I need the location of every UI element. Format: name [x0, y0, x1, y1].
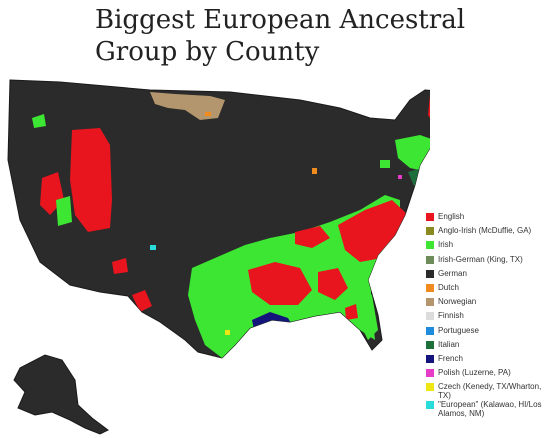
- legend-swatch: [426, 213, 434, 221]
- alaska-shape: [13, 354, 109, 435]
- legend-swatch: [426, 369, 434, 378]
- legend: English Anglo-Irish (McDuffie, GA) Irish Ir…: [424, 212, 545, 418]
- legend-item: Irish: [424, 240, 545, 254]
- legend-label: Portuguese: [438, 325, 479, 335]
- legend-item: German: [424, 269, 545, 283]
- map-title-line-2: Group by County: [95, 37, 320, 67]
- legend-item: "European" (Kalawao, HI/Los Alamos, NM): [424, 400, 545, 418]
- legend-item: Italian: [424, 340, 545, 354]
- english-florida-spot: [345, 304, 358, 320]
- legend-label: Dutch: [438, 282, 459, 292]
- map-title-line-1: Biggest European Ancestral: [95, 5, 466, 35]
- english-arizona-spot: [112, 258, 128, 274]
- legend-label: Irish: [438, 240, 454, 250]
- irish-pa-spot: [380, 160, 390, 168]
- legend-item: French: [424, 354, 545, 368]
- legend-swatch: [426, 326, 434, 335]
- legend-label: German: [438, 268, 467, 278]
- legend-label: "European" (Kalawao, HI/Los Alamos, NM): [438, 400, 542, 419]
- legend-label: English: [438, 212, 465, 221]
- us-county-map: [7, 79, 430, 435]
- irish-florida-region: [358, 290, 378, 340]
- polish-pa-spot: [398, 175, 402, 179]
- legend-item: Dutch: [424, 283, 545, 297]
- legend-label: French: [438, 353, 463, 363]
- legend-swatch: [426, 241, 434, 250]
- legend-item: English: [424, 212, 545, 226]
- legend-swatch: [426, 283, 434, 292]
- english-gulf-region: [318, 268, 348, 300]
- legend-swatch: [426, 312, 434, 321]
- legend-item: Irish-German (King, TX): [424, 255, 545, 269]
- legend-label: Anglo-Irish (McDuffie, GA): [438, 226, 532, 236]
- map-title: Biggest European Ancestral Group by Coun…: [95, 4, 535, 68]
- legend-item: Finnish: [424, 311, 545, 325]
- dutch-iowa-spot: [205, 112, 211, 116]
- legend-swatch: [426, 255, 434, 264]
- legend-swatch: [426, 340, 434, 349]
- czech-texas-spot: [225, 330, 230, 335]
- legend-swatch: [426, 354, 434, 363]
- legend-item: Anglo-Irish (McDuffie, GA): [424, 226, 545, 240]
- legend-swatch: [426, 383, 434, 392]
- legend-label: Czech (Kenedy, TX/Wharton, TX): [438, 382, 542, 401]
- legend-swatch: [426, 269, 434, 278]
- irish-northeast-region: [395, 135, 430, 172]
- english-kentucky-region: [295, 226, 330, 248]
- legend-label: Polish (Luzerne, PA): [438, 368, 511, 378]
- english-deep-south-region: [248, 262, 312, 305]
- european-nm-spot: [150, 245, 156, 250]
- legend-item: Polish (Luzerne, PA): [424, 368, 545, 382]
- english-texas-spot: [132, 290, 152, 312]
- legend-label: Norwegian: [438, 297, 477, 307]
- dutch-michigan-spot: [312, 168, 317, 174]
- legend-item: Portuguese: [424, 326, 545, 340]
- legend-label: Finnish: [438, 311, 464, 321]
- legend-swatch: [426, 227, 434, 236]
- legend-item: Czech (Kenedy, TX/Wharton, TX): [424, 382, 545, 400]
- irish-montana-spot: [32, 114, 46, 128]
- legend-swatch: [426, 401, 434, 410]
- legend-label: Italian: [438, 339, 460, 349]
- irish-nevada-spot: [56, 196, 72, 226]
- legend-item: Norwegian: [424, 297, 545, 311]
- legend-label: Irish-German (King, TX): [438, 254, 523, 264]
- portuguese-ca-spot: [8, 208, 13, 214]
- legend-swatch: [426, 298, 434, 307]
- english-utah-region: [70, 128, 112, 232]
